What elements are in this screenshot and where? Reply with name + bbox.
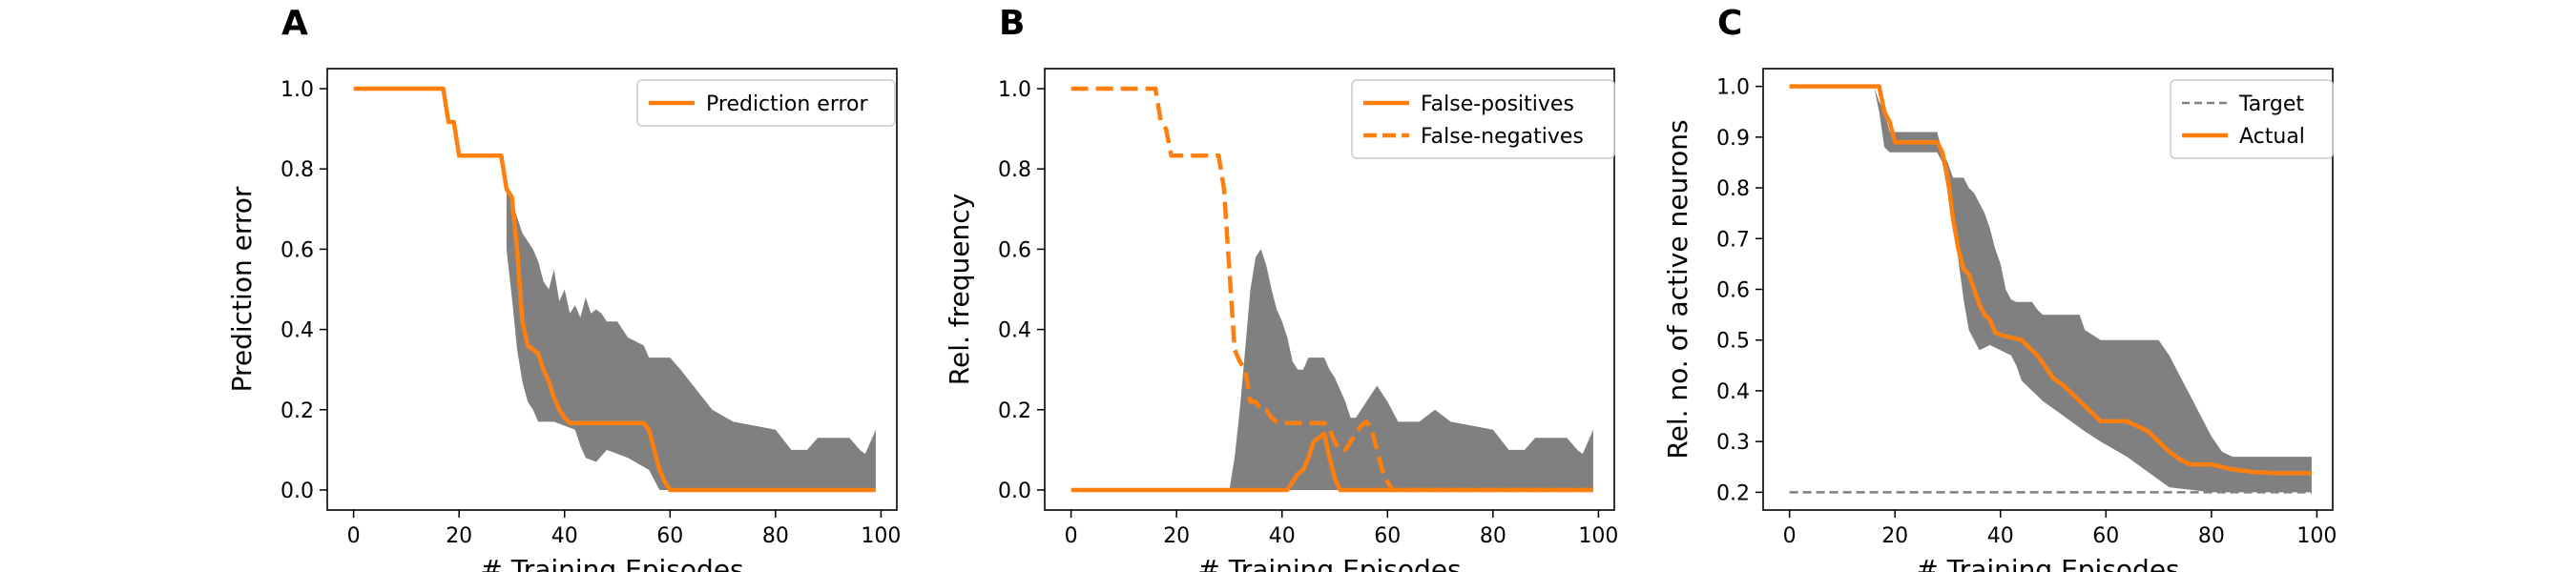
y-tick-label: 0.4 [1716, 380, 1750, 404]
legend-label: False-positives [1421, 92, 1574, 116]
y-tick-label: 0.6 [280, 238, 314, 262]
y-tick-label: 1.0 [280, 78, 314, 102]
y-tick-label: 0.0 [280, 480, 314, 503]
y-axis-label: Rel. frequency [944, 194, 975, 385]
legend-label: Target [2238, 92, 2304, 116]
x-tick-label: 0 [1783, 524, 1797, 548]
x-axis-label: # Training Episodes [480, 554, 743, 572]
x-axis-label: # Training Episodes [1916, 554, 2179, 572]
y-tick-label: 0.5 [1716, 330, 1750, 354]
y-tick-label: 0.9 [1716, 127, 1750, 151]
series-line-a-0 [353, 86, 876, 493]
y-tick-label: 0.7 [1716, 228, 1750, 252]
x-tick-label: 60 [1374, 524, 1401, 548]
x-tick-label: 80 [2198, 524, 2225, 548]
series-line-c-1 [1789, 84, 2312, 476]
x-tick-label: 80 [1480, 524, 1506, 548]
y-tick-label: 0.8 [998, 158, 1031, 182]
y-tick-label: 0.0 [998, 480, 1031, 503]
legend: False-positives False-negatives [1351, 79, 1615, 159]
plot-frame [1044, 68, 1615, 511]
y-tick-label: 1.0 [1716, 76, 1750, 100]
x-tick-label: 80 [762, 524, 789, 548]
x-tick-label: 0 [347, 524, 361, 548]
y-axis-label: Prediction error [226, 186, 258, 392]
y-tick-label: 0.8 [1716, 177, 1750, 201]
panel-letter-c: C [1717, 4, 1742, 43]
series-line-b-1 [1070, 86, 1593, 493]
y-axis-label: Rel. no. of active neurons [1662, 119, 1693, 459]
y-tick-label: 0.6 [998, 238, 1031, 262]
y-tick-label: 0.2 [280, 399, 314, 423]
legend-box [636, 79, 896, 127]
y-tick-label: 0.3 [1716, 431, 1750, 455]
panel-letter-a: A [281, 4, 308, 43]
x-tick-label: 20 [446, 524, 472, 548]
x-tick-label: 20 [1163, 524, 1190, 548]
legend-label: Prediction error [706, 92, 868, 116]
range-band [1229, 249, 1593, 490]
legend: Target Actual [2170, 79, 2334, 159]
x-tick-label: 100 [2296, 524, 2337, 548]
x-axis-label: # Training Episodes [1197, 554, 1461, 572]
legend-label: Actual [2239, 125, 2305, 149]
x-tick-label: 20 [1881, 524, 1908, 548]
y-tick-label: 0.4 [280, 319, 314, 343]
panel-a: 0 20 40 60 80 100 0.0 0.2 0.4 0.6 0.8 1.0 # Training… [226, 68, 901, 572]
x-tick-label: 40 [1987, 524, 2014, 548]
legend-box [2170, 79, 2334, 159]
panel-b: 0 20 40 60 80 100 0.0 0.2 0.4 0.6 0.8 1.0 # Training… [944, 68, 1618, 572]
y-tick-label: 0.2 [1716, 481, 1750, 505]
x-tick-label: 100 [1578, 524, 1618, 548]
range-band [506, 189, 876, 491]
legend: Prediction error [636, 79, 896, 127]
y-tick-label: 0.6 [1716, 279, 1750, 303]
x-tick-label: 100 [861, 524, 901, 548]
y-tick-label: 1.0 [998, 78, 1031, 102]
y-tick-label: 0.4 [998, 319, 1031, 343]
plot-frame [326, 68, 898, 511]
y-tick-label: 0.8 [280, 158, 314, 182]
x-tick-label: 40 [551, 524, 578, 548]
legend-label: False-negatives [1421, 125, 1584, 149]
legend-box [1351, 79, 1615, 159]
x-tick-label: 60 [2092, 524, 2119, 548]
y-tick-label: 0.2 [998, 399, 1031, 423]
series-line-b-0 [1070, 431, 1593, 493]
x-tick-label: 0 [1065, 524, 1078, 548]
x-tick-label: 60 [656, 524, 683, 548]
x-tick-label: 40 [1269, 524, 1296, 548]
panel-c: 0 20 40 60 80 100 0.2 0.3 0.4 0.5 0.6 0.7 0.8 0.9 1.0 #… [1662, 68, 2337, 572]
panel-letter-b: B [999, 4, 1025, 43]
